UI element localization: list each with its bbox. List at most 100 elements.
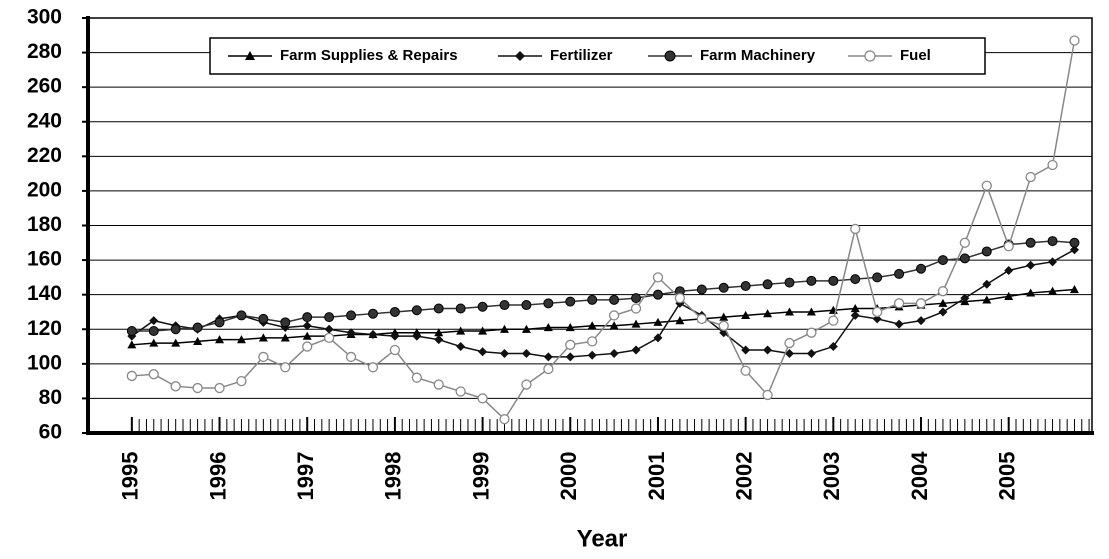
triangle-marker bbox=[500, 324, 510, 333]
open-circle-marker bbox=[893, 298, 905, 309]
circle-marker bbox=[784, 277, 795, 288]
circle-marker bbox=[543, 298, 554, 309]
x-tick-label: 1998 bbox=[381, 452, 406, 501]
circle-marker bbox=[477, 301, 488, 312]
diamond-marker bbox=[763, 345, 773, 355]
circle-marker bbox=[499, 300, 510, 311]
triangle-marker bbox=[258, 333, 268, 342]
triangle-marker bbox=[149, 338, 159, 347]
circle-marker bbox=[411, 305, 422, 316]
x-tick-label: 1995 bbox=[118, 452, 143, 501]
legend-label: Fertilizer bbox=[550, 47, 613, 64]
triangle-marker bbox=[675, 316, 685, 325]
circle-marker bbox=[302, 312, 313, 323]
triangle-marker bbox=[587, 321, 597, 330]
circle-marker bbox=[959, 253, 970, 264]
circle-marker bbox=[565, 296, 576, 307]
circle-marker bbox=[280, 317, 291, 328]
triangle-marker bbox=[171, 338, 181, 347]
x-axis-label: Year bbox=[577, 525, 628, 552]
triangle-marker bbox=[741, 310, 751, 320]
circle-marker bbox=[981, 246, 992, 257]
triangle-marker bbox=[982, 295, 992, 304]
open-circle-marker bbox=[959, 237, 971, 248]
circle-marker bbox=[740, 281, 751, 292]
diamond-marker bbox=[982, 279, 992, 289]
circle-marker bbox=[762, 279, 773, 290]
circle-marker bbox=[631, 293, 642, 304]
diamond-marker bbox=[521, 348, 531, 358]
x-tick-label: 2002 bbox=[731, 452, 756, 501]
open-circle-marker bbox=[784, 337, 795, 349]
circle-marker bbox=[433, 303, 444, 314]
circle-marker bbox=[324, 312, 335, 323]
diamond-marker bbox=[500, 348, 510, 358]
open-circle-marker bbox=[674, 292, 686, 304]
x-tick-label: 1997 bbox=[293, 452, 318, 501]
triangle-marker bbox=[784, 307, 794, 316]
triangle-marker bbox=[806, 307, 816, 316]
triangle-marker bbox=[302, 331, 312, 340]
open-circle-marker bbox=[850, 223, 861, 235]
open-circle-marker bbox=[806, 327, 817, 338]
open-circle-marker bbox=[740, 365, 751, 376]
diamond-marker bbox=[894, 319, 904, 329]
legend-label: Farm Machinery bbox=[700, 47, 816, 64]
diamond-marker bbox=[324, 324, 334, 334]
y-tick-label: 180 bbox=[27, 213, 62, 236]
open-circle-marker bbox=[367, 362, 379, 373]
circle-marker bbox=[1025, 237, 1036, 248]
y-tick-label: 100 bbox=[27, 351, 62, 374]
circle-marker bbox=[126, 325, 137, 336]
diamond-marker bbox=[960, 293, 970, 303]
diamond-marker bbox=[390, 331, 400, 341]
triangle-marker bbox=[938, 298, 948, 307]
triangle-marker bbox=[631, 319, 641, 328]
open-circle-marker bbox=[302, 341, 313, 352]
triangle-marker bbox=[609, 321, 619, 330]
open-circle-marker bbox=[521, 379, 532, 390]
circle-marker bbox=[346, 310, 357, 321]
legend-label: Fuel bbox=[900, 47, 931, 64]
circle-marker bbox=[1047, 236, 1058, 247]
open-circle-marker bbox=[258, 351, 269, 363]
diamond-marker bbox=[434, 335, 444, 345]
diamond-marker bbox=[1026, 260, 1036, 270]
diamond-marker bbox=[850, 310, 860, 320]
open-circle-marker bbox=[1047, 159, 1058, 171]
legend: Farm Supplies & Repairs Fertilizer Farm Ma… bbox=[209, 37, 986, 75]
triangle-marker bbox=[1026, 288, 1036, 297]
circle-marker bbox=[696, 284, 707, 295]
y-tick-label: 240 bbox=[27, 109, 62, 132]
open-circle-marker bbox=[214, 382, 225, 394]
circle-marker bbox=[894, 268, 905, 279]
circle-marker bbox=[148, 325, 159, 336]
open-circle-marker bbox=[864, 50, 876, 62]
circle-marker bbox=[192, 322, 203, 333]
diamond-marker bbox=[872, 314, 882, 324]
triangle-marker bbox=[215, 335, 225, 344]
open-circle-marker bbox=[126, 370, 137, 382]
y-tick-label: 160 bbox=[27, 248, 62, 271]
open-circle-marker bbox=[411, 372, 422, 383]
circle-marker bbox=[236, 310, 247, 321]
circle-marker bbox=[587, 294, 598, 305]
x-tick-label: 1999 bbox=[468, 452, 493, 501]
circle-marker bbox=[389, 306, 400, 317]
open-circle-marker bbox=[915, 298, 927, 309]
open-circle-marker bbox=[937, 286, 949, 297]
open-circle-marker bbox=[565, 339, 576, 350]
open-circle-marker bbox=[236, 375, 247, 387]
legend-label: Farm Supplies & Repairs bbox=[280, 47, 458, 64]
open-circle-marker bbox=[543, 363, 554, 375]
circle-marker bbox=[170, 324, 181, 335]
open-circle-marker bbox=[323, 332, 335, 344]
diamond-marker bbox=[828, 342, 838, 352]
diamond-marker bbox=[631, 345, 641, 355]
triangle-marker bbox=[456, 326, 466, 335]
diamond-marker bbox=[565, 352, 575, 362]
diamond-marker bbox=[302, 321, 312, 331]
triangle-marker bbox=[1004, 291, 1014, 300]
open-circle-marker bbox=[630, 303, 642, 314]
